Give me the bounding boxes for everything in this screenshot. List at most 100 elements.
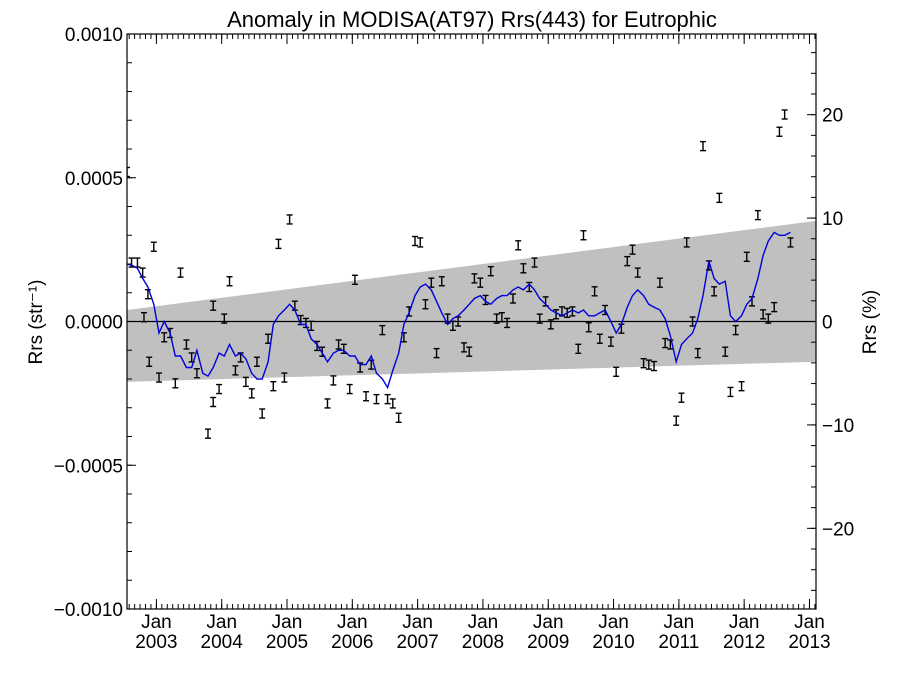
- x-tick-label-year: 2007: [396, 632, 438, 653]
- data-point: [732, 324, 739, 336]
- data-point: [700, 140, 707, 152]
- data-point: [656, 277, 663, 288]
- data-point: [140, 311, 147, 323]
- data-point: [253, 356, 260, 367]
- data-point: [340, 343, 347, 355]
- y-left-tick-label: 0.0000: [65, 313, 123, 334]
- x-tick-label-month: Jan: [402, 612, 433, 633]
- data-point: [743, 251, 750, 263]
- data-point: [363, 391, 370, 402]
- data-point: [596, 333, 603, 344]
- data-point: [373, 393, 380, 405]
- data-point: [471, 273, 478, 284]
- data-point: [640, 357, 647, 369]
- data-point: [183, 339, 190, 350]
- y-right-tick-label: −20: [822, 519, 854, 540]
- data-point: [259, 408, 266, 419]
- data-point: [673, 415, 680, 426]
- data-point: [781, 109, 788, 120]
- x-tick-label-year: 2011: [658, 632, 699, 653]
- x-tick-label-year: 2006: [331, 632, 373, 653]
- data-point: [226, 276, 233, 287]
- data-point: [624, 255, 631, 267]
- x-tick-label-year: 2003: [135, 632, 177, 653]
- data-point: [384, 393, 391, 405]
- data-point: [667, 339, 674, 350]
- y-right-tick-label: 0: [822, 313, 833, 334]
- data-point: [379, 324, 386, 336]
- data-point: [520, 263, 527, 274]
- data-point: [324, 398, 331, 409]
- data-point: [509, 293, 516, 304]
- data-point: [678, 392, 685, 403]
- data-point: [204, 428, 211, 439]
- data-point: [335, 339, 342, 350]
- data-point: [754, 209, 761, 221]
- x-tick-label-year: 2013: [788, 632, 830, 653]
- y-left-tick-label: −0.0005: [54, 456, 123, 477]
- data-point: [242, 376, 249, 388]
- data-point: [716, 192, 723, 204]
- data-point: [776, 126, 783, 137]
- data-point: [504, 317, 511, 329]
- data-point: [711, 286, 718, 297]
- x-tick-label-year: 2010: [592, 632, 634, 653]
- data-point: [498, 311, 505, 323]
- data-point: [221, 313, 228, 324]
- plot-area: [126, 33, 817, 610]
- data-point: [460, 342, 467, 353]
- data-point: [346, 383, 353, 395]
- data-point: [351, 274, 358, 286]
- y-axis-right-label: Rrs (%): [860, 290, 881, 354]
- data-point: [477, 277, 484, 288]
- x-tick-label-month: Jan: [729, 612, 760, 633]
- data-point: [585, 322, 592, 333]
- data-point: [286, 214, 293, 225]
- data-point: [651, 360, 658, 372]
- data-point: [177, 267, 184, 278]
- data-point: [531, 257, 538, 268]
- data-point: [683, 237, 690, 248]
- x-tick-label-month: Jan: [337, 612, 368, 633]
- x-tick-label-month: Jan: [141, 612, 172, 633]
- data-point: [553, 309, 560, 320]
- data-point: [417, 237, 424, 248]
- data-point: [727, 386, 734, 398]
- data-point: [330, 375, 337, 386]
- x-tick-label-month: Jan: [533, 612, 564, 633]
- data-point: [412, 235, 419, 247]
- data-point: [515, 240, 522, 251]
- data-point: [607, 336, 614, 347]
- x-tick-label-year: 2009: [527, 632, 569, 653]
- data-point: [210, 396, 217, 408]
- y-right-tick-label: 20: [822, 106, 843, 127]
- data-point: [591, 286, 598, 297]
- chart-title: Anomaly in MODISA(AT97) Rrs(443) for Eut…: [227, 7, 717, 32]
- data-point: [536, 313, 543, 324]
- data-point: [308, 320, 315, 332]
- x-tick-label-month: Jan: [468, 612, 499, 633]
- data-point: [575, 343, 582, 355]
- data-point: [146, 356, 153, 367]
- smoothed-line: [127, 231, 791, 390]
- x-tick-label-month: Jan: [794, 612, 825, 633]
- data-point: [493, 313, 500, 324]
- y-axis-right-tick-labels: 20 10 0 −10 −20: [822, 106, 854, 541]
- data-point: [270, 380, 277, 392]
- y-right-tick-label: 10: [822, 209, 843, 230]
- data-point: [487, 265, 494, 277]
- data-point: [232, 365, 239, 376]
- data-point: [466, 346, 473, 357]
- y-left-tick-label: 0.0010: [65, 25, 123, 46]
- data-point: [275, 238, 282, 250]
- data-point: [694, 347, 701, 359]
- data-point: [645, 359, 652, 370]
- data-point: [629, 244, 636, 255]
- data-point: [216, 383, 223, 395]
- data-point: [150, 241, 157, 252]
- y-left-tick-label: 0.0005: [65, 169, 123, 190]
- x-tick-label-month: Jan: [664, 612, 695, 633]
- x-tick-label-year: 2004: [201, 632, 244, 653]
- y-right-tick-label: −10: [822, 416, 854, 437]
